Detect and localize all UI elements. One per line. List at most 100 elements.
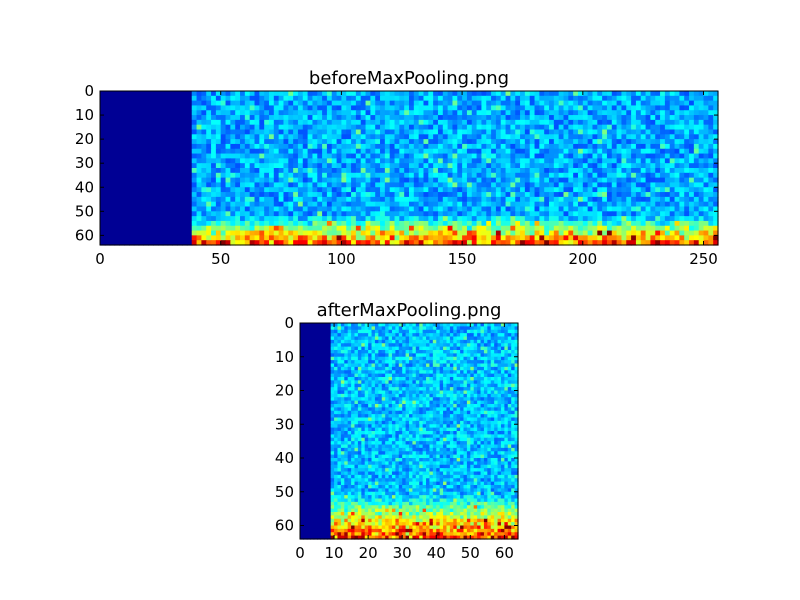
heatmap-cell: [119, 235, 125, 241]
heatmap-cell: [669, 182, 676, 188]
heatmap-cell: [306, 326, 311, 331]
heatmap-cell: [477, 343, 482, 348]
heatmap-cell: [713, 163, 719, 169]
heatmap-cell: [515, 129, 521, 135]
heatmap-cell: [307, 187, 314, 193]
heatmap-cell: [708, 235, 714, 241]
heatmap-cell: [514, 363, 519, 368]
heatmap-cell: [119, 119, 125, 126]
heatmap-cell: [384, 192, 391, 198]
heatmap-cell: [326, 206, 333, 212]
heatmap-cell: [703, 206, 709, 212]
heatmap-cell: [409, 163, 415, 169]
heatmap-cell: [442, 196, 449, 203]
heatmap-cell: [497, 329, 502, 334]
heatmap-cell: [119, 148, 125, 155]
heatmap-cell: [404, 110, 410, 116]
heatmap-cell: [462, 115, 468, 121]
heatmap-cell: [412, 323, 417, 327]
heatmap-cell: [577, 158, 584, 164]
heatmap-cell: [626, 148, 632, 155]
heatmap-cell: [577, 119, 584, 126]
heatmap-cell: [409, 201, 415, 208]
heatmap-cell: [611, 139, 618, 145]
heatmap-cell: [616, 143, 623, 150]
heatmap-cell: [381, 343, 386, 348]
heatmap-cell: [439, 353, 444, 358]
heatmap-cell: [495, 134, 502, 140]
heatmap-cell: [563, 192, 569, 198]
heatmap-cell: [394, 119, 400, 126]
heatmap-cell: [563, 119, 569, 126]
heatmap-cell: [388, 323, 393, 327]
heatmap-cell: [380, 206, 386, 212]
heatmap-cell: [418, 225, 425, 232]
heatmap-cell: [162, 148, 169, 155]
heatmap-cell: [428, 95, 434, 102]
heatmap-cell: [457, 182, 463, 188]
heatmap-cell: [119, 187, 125, 193]
heatmap-cell: [268, 134, 275, 140]
heatmap-cell: [351, 353, 356, 358]
heatmap-cell: [689, 192, 695, 198]
heatmap-cell: [133, 206, 140, 212]
heatmap-cell: [582, 91, 589, 97]
heatmap-cell: [288, 124, 294, 131]
heatmap-cell: [463, 360, 468, 365]
heatmap-cell: [520, 220, 526, 227]
heatmap-cell: [206, 230, 212, 236]
heatmap-cell: [419, 333, 424, 338]
heatmap-cell: [196, 115, 202, 121]
heatmap-cell: [490, 333, 495, 338]
heatmap-cell: [669, 105, 676, 111]
heatmap-cell: [244, 172, 251, 179]
heatmap-cell: [452, 196, 458, 203]
heatmap-cell: [273, 100, 280, 107]
heatmap-cell: [133, 124, 140, 131]
heatmap-cell: [442, 115, 449, 121]
heatmap-cell: [293, 100, 299, 107]
heatmap-cell: [322, 240, 328, 246]
heatmap-cell: [602, 163, 608, 169]
heatmap-cell: [206, 182, 212, 188]
heatmap-cell: [391, 323, 396, 327]
heatmap-cell: [703, 148, 709, 155]
heatmap-cell: [606, 129, 613, 135]
heatmap-cell: [394, 163, 400, 169]
heatmap-cell: [713, 220, 719, 227]
heatmap-cell: [419, 326, 424, 331]
heatmap-cell: [368, 363, 373, 368]
heatmap-cell: [230, 172, 236, 179]
heatmap-cell: [577, 177, 584, 184]
heatmap-cell: [689, 240, 695, 246]
heatmap-cell: [534, 220, 540, 227]
heatmap-cell: [167, 182, 174, 188]
heatmap-cell: [573, 177, 579, 184]
heatmap-cell: [442, 177, 449, 184]
heatmap-cell: [606, 139, 613, 145]
heatmap-cell: [476, 105, 483, 111]
heatmap-cell: [172, 119, 178, 126]
heatmap-cell: [355, 163, 362, 169]
heatmap-cell: [259, 168, 265, 174]
heatmap-cell: [334, 346, 339, 351]
heatmap-cell: [577, 148, 584, 155]
heatmap-cell: [650, 143, 656, 150]
heatmap-cell: [597, 216, 603, 222]
heatmap-cell: [511, 323, 516, 327]
heatmap-cell: [405, 346, 410, 351]
heatmap-cell: [679, 129, 685, 135]
heatmap-cell: [404, 240, 410, 246]
heatmap-cell: [344, 339, 349, 344]
heatmap-cell: [220, 100, 227, 107]
heatmap-cell: [114, 235, 120, 241]
heatmap-cell: [549, 100, 555, 107]
heatmap-cell: [631, 153, 637, 159]
heatmap-cell: [302, 182, 309, 188]
heatmap-cell: [365, 163, 371, 169]
heatmap-cell: [109, 177, 116, 184]
heatmap-cell: [558, 168, 565, 174]
heatmap-cell: [235, 119, 241, 126]
heatmap-cell: [346, 216, 352, 222]
heatmap-cell: [398, 339, 403, 344]
